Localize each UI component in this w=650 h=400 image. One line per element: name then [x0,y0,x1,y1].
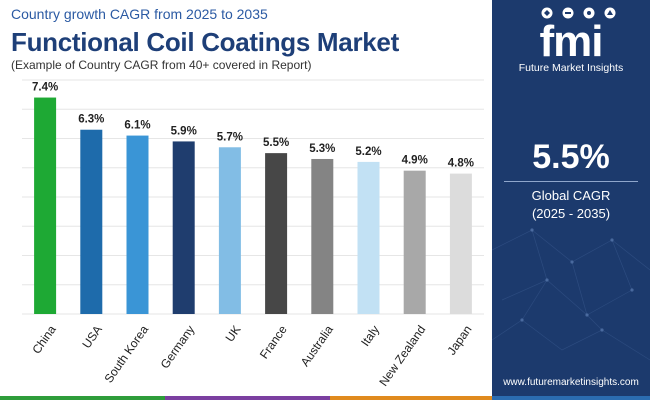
data-label: 5.7% [217,131,243,143]
x-tick-label: Italy [358,323,382,349]
data-label: 7.4% [32,82,58,94]
bottom-bar-purple [165,396,330,400]
chart-panel: Country growth CAGR from 2025 to 2035 Fu… [11,6,484,389]
chart-subtitle: Country growth CAGR from 2025 to 2035 [11,6,268,22]
bar-china [34,97,57,314]
global-cagr-value: 5.5% [532,138,610,176]
bottom-bar-blue [492,396,650,400]
x-tick-label: China [29,322,59,356]
data-label: 5.2% [355,146,381,158]
x-tick-label: Japan [444,323,474,358]
x-tick-label: Germany [158,323,198,371]
fmi-logo-letters: fmi [540,17,603,62]
bar-australia [311,158,334,314]
data-label: 5.9% [171,125,197,137]
data-label: 6.1% [124,120,150,132]
summary-divider [504,181,638,182]
bar-new-zealand [403,170,426,314]
summary-panel: fmi Future Market Insights 5.5% Global C… [492,0,650,400]
brand-name: Future Market Insights [518,62,624,74]
data-label: 5.5% [263,137,289,149]
data-label: 4.8% [448,158,474,170]
bar-chart: 7.4% China 6.3% USA 6.1% South Korea 5.9% Germa… [22,79,484,389]
fmi-logo-mark: fmi [540,7,616,62]
data-label: 5.3% [309,143,335,155]
x-tick-label: South Korea [101,322,151,385]
data-label: 6.3% [78,114,104,126]
x-tick-label: UK [223,323,244,345]
x-tick-label: USA [79,323,105,351]
fmi-logo: fmi Future Market Insights [492,0,650,80]
global-cagr-label: Global CAGR [531,188,611,203]
website-link[interactable]: www.futuremarketinsights.com [503,377,639,388]
bar-germany [172,141,195,314]
x-tick-label: New Zealand [376,323,428,389]
bottom-bar-orange [330,396,492,400]
bar-japan [449,173,472,314]
panel-decoration [492,228,650,361]
data-label: 4.9% [402,155,428,167]
chart-title: Functional Coil Coatings Market [11,27,399,57]
bar-south-korea [126,135,149,314]
bar-uk [218,147,241,314]
x-tick-label: France [257,322,290,361]
bottom-bar-green [0,396,165,400]
chart-note: (Example of Country CAGR from 40+ covere… [11,58,312,72]
bar-italy [357,161,380,314]
bar-france [265,153,288,314]
bar-usa [80,129,103,314]
global-cagr-range: (2025 - 2035) [531,206,611,221]
x-tick-label: Australia [298,322,336,369]
